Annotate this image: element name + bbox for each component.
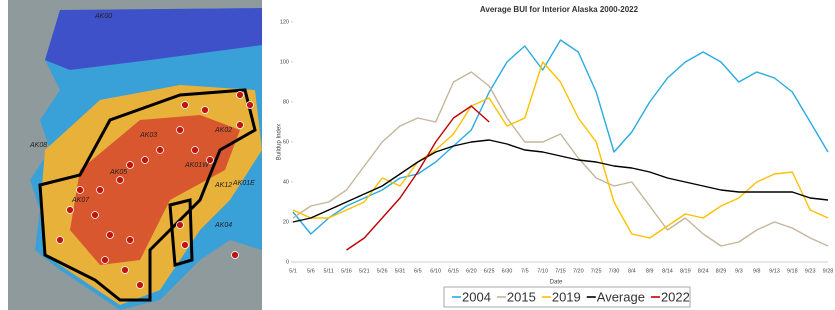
x-tick-label: 8/24 (698, 268, 709, 274)
y-tick-label: 120 (280, 19, 289, 25)
x-tick-label: 7/30 (609, 268, 620, 274)
x-tick-label: 7/10 (537, 268, 548, 274)
x-tick-label: 6/15 (448, 268, 459, 274)
x-tick-label: 9/8 (753, 268, 761, 274)
map-label: AK04 (214, 222, 232, 229)
x-tick-label: 9/3 (735, 268, 743, 274)
x-tick-label: 8/9 (646, 268, 654, 274)
x-tick-label: 6/10 (430, 268, 441, 274)
y-axis-title: Buildup Index (277, 124, 283, 160)
x-tick-label: 5/1 (289, 268, 297, 274)
y-tick-label: 60 (283, 139, 289, 145)
legend-label: 2022 (661, 289, 690, 304)
x-tick-label: 5/16 (341, 268, 352, 274)
x-tick-label: 9/28 (823, 268, 834, 274)
legend-label: 2019 (552, 289, 581, 304)
screenshot: Average BUI for Interior Alaska 2000-202… (0, 0, 835, 310)
map-label: AK05 (109, 169, 127, 176)
x-tick-label: 8/19 (680, 268, 691, 274)
map-label: AK03 (139, 132, 157, 139)
y-tick-label: 80 (283, 99, 289, 105)
map-label: AK00 (94, 13, 112, 20)
x-tick-label: 5/21 (359, 268, 370, 274)
x-tick-label: 6/25 (484, 268, 495, 274)
x-tick-label: 5/31 (395, 268, 406, 274)
x-tick-label: 8/4 (628, 268, 636, 274)
y-tick-label: 100 (280, 59, 289, 65)
map (8, 0, 262, 310)
y-tick-label: 0 (286, 259, 289, 265)
legend-label: Average (597, 289, 645, 304)
chart-panel (268, 0, 835, 310)
x-tick-label: 8/14 (662, 268, 673, 274)
map-label: AK01E (232, 180, 255, 187)
map-label: AK01W (184, 162, 210, 169)
x-tick-label: 5/11 (324, 268, 334, 274)
x-tick-label: 7/20 (573, 268, 584, 274)
x-tick-label: 9/18 (787, 268, 798, 274)
x-tick-label: 7/25 (591, 268, 602, 274)
map-label: AK08 (29, 142, 47, 149)
x-tick-label: 6/30 (502, 268, 513, 274)
legend-label: 2004 (462, 289, 491, 304)
x-tick-label: 7/5 (521, 268, 529, 274)
y-tick-label: 20 (283, 219, 289, 225)
chart-title: Average BUI for Interior Alaska 2000-202… (480, 5, 639, 14)
x-tick-label: 5/6 (307, 268, 315, 274)
map-label: AK12 (214, 182, 232, 189)
map-label: AK07 (71, 197, 90, 204)
x-tick-label: 7/15 (555, 268, 566, 274)
x-tick-label: 8/29 (716, 268, 727, 274)
x-tick-label: 5/26 (377, 268, 388, 274)
x-tick-label: 9/23 (805, 268, 816, 274)
x-tick-label: 6/20 (466, 268, 477, 274)
map-label: AK02 (214, 127, 232, 134)
x-tick-label: 6/5 (414, 268, 422, 274)
x-axis-title: Date (550, 280, 563, 286)
y-tick-label: 40 (283, 179, 289, 185)
legend-label: 2015 (507, 289, 536, 304)
x-tick-label: 9/13 (769, 268, 780, 274)
